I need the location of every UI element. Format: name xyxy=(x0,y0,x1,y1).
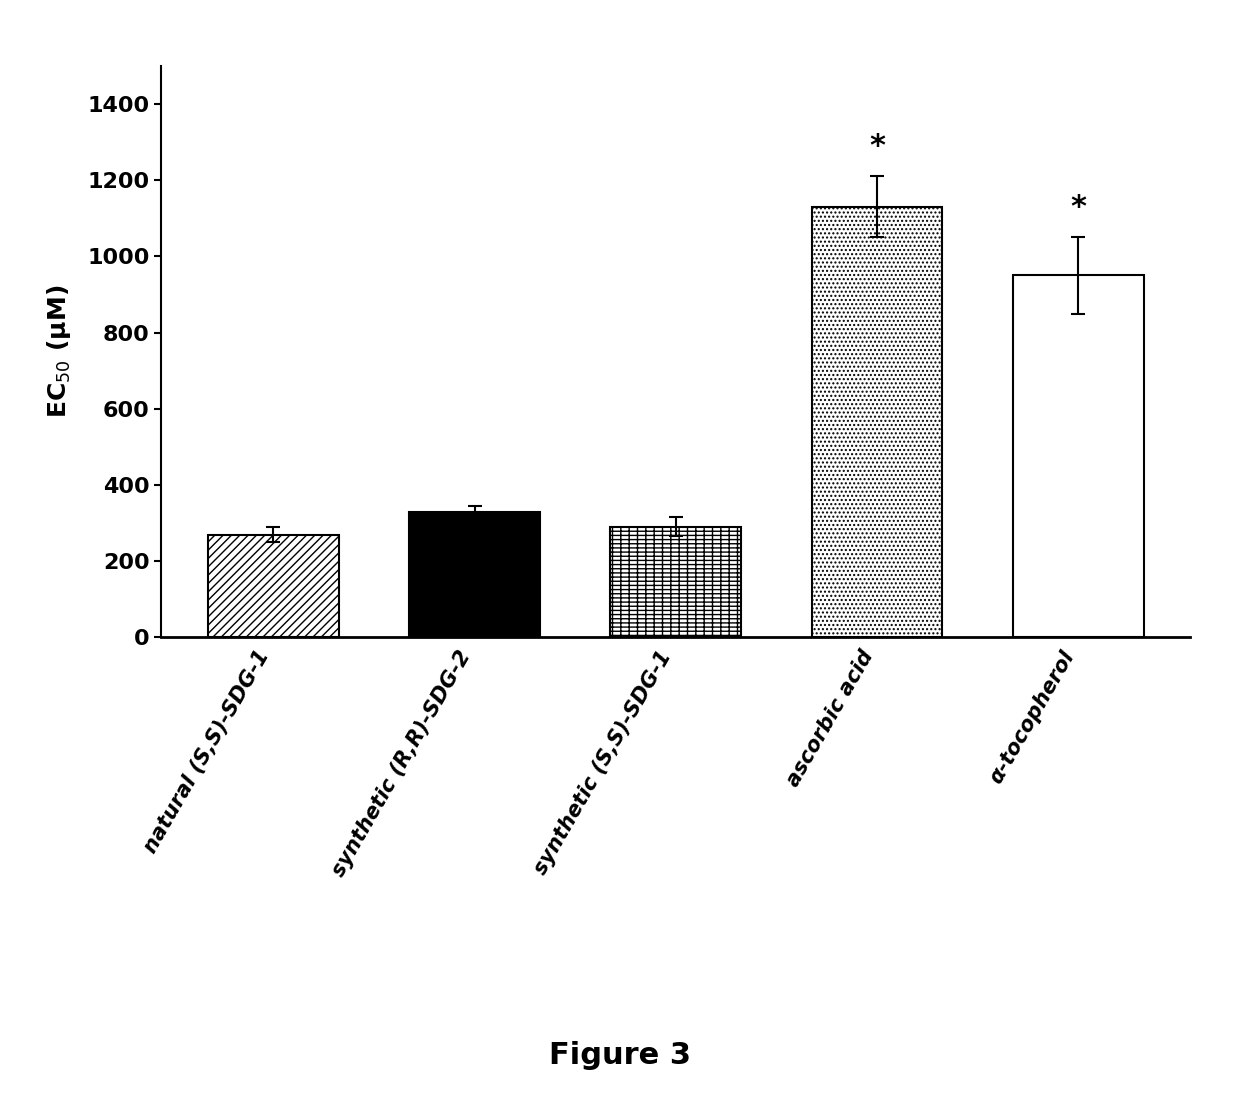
Text: *: * xyxy=(1070,193,1086,222)
Bar xyxy=(1013,276,1143,637)
Text: *: * xyxy=(869,132,885,162)
Bar xyxy=(208,534,339,637)
Bar xyxy=(812,207,942,637)
Y-axis label: EC$_{50}$ (μM): EC$_{50}$ (μM) xyxy=(45,285,73,419)
Bar xyxy=(610,526,742,637)
Text: Figure 3: Figure 3 xyxy=(549,1041,691,1069)
Bar xyxy=(409,512,539,637)
